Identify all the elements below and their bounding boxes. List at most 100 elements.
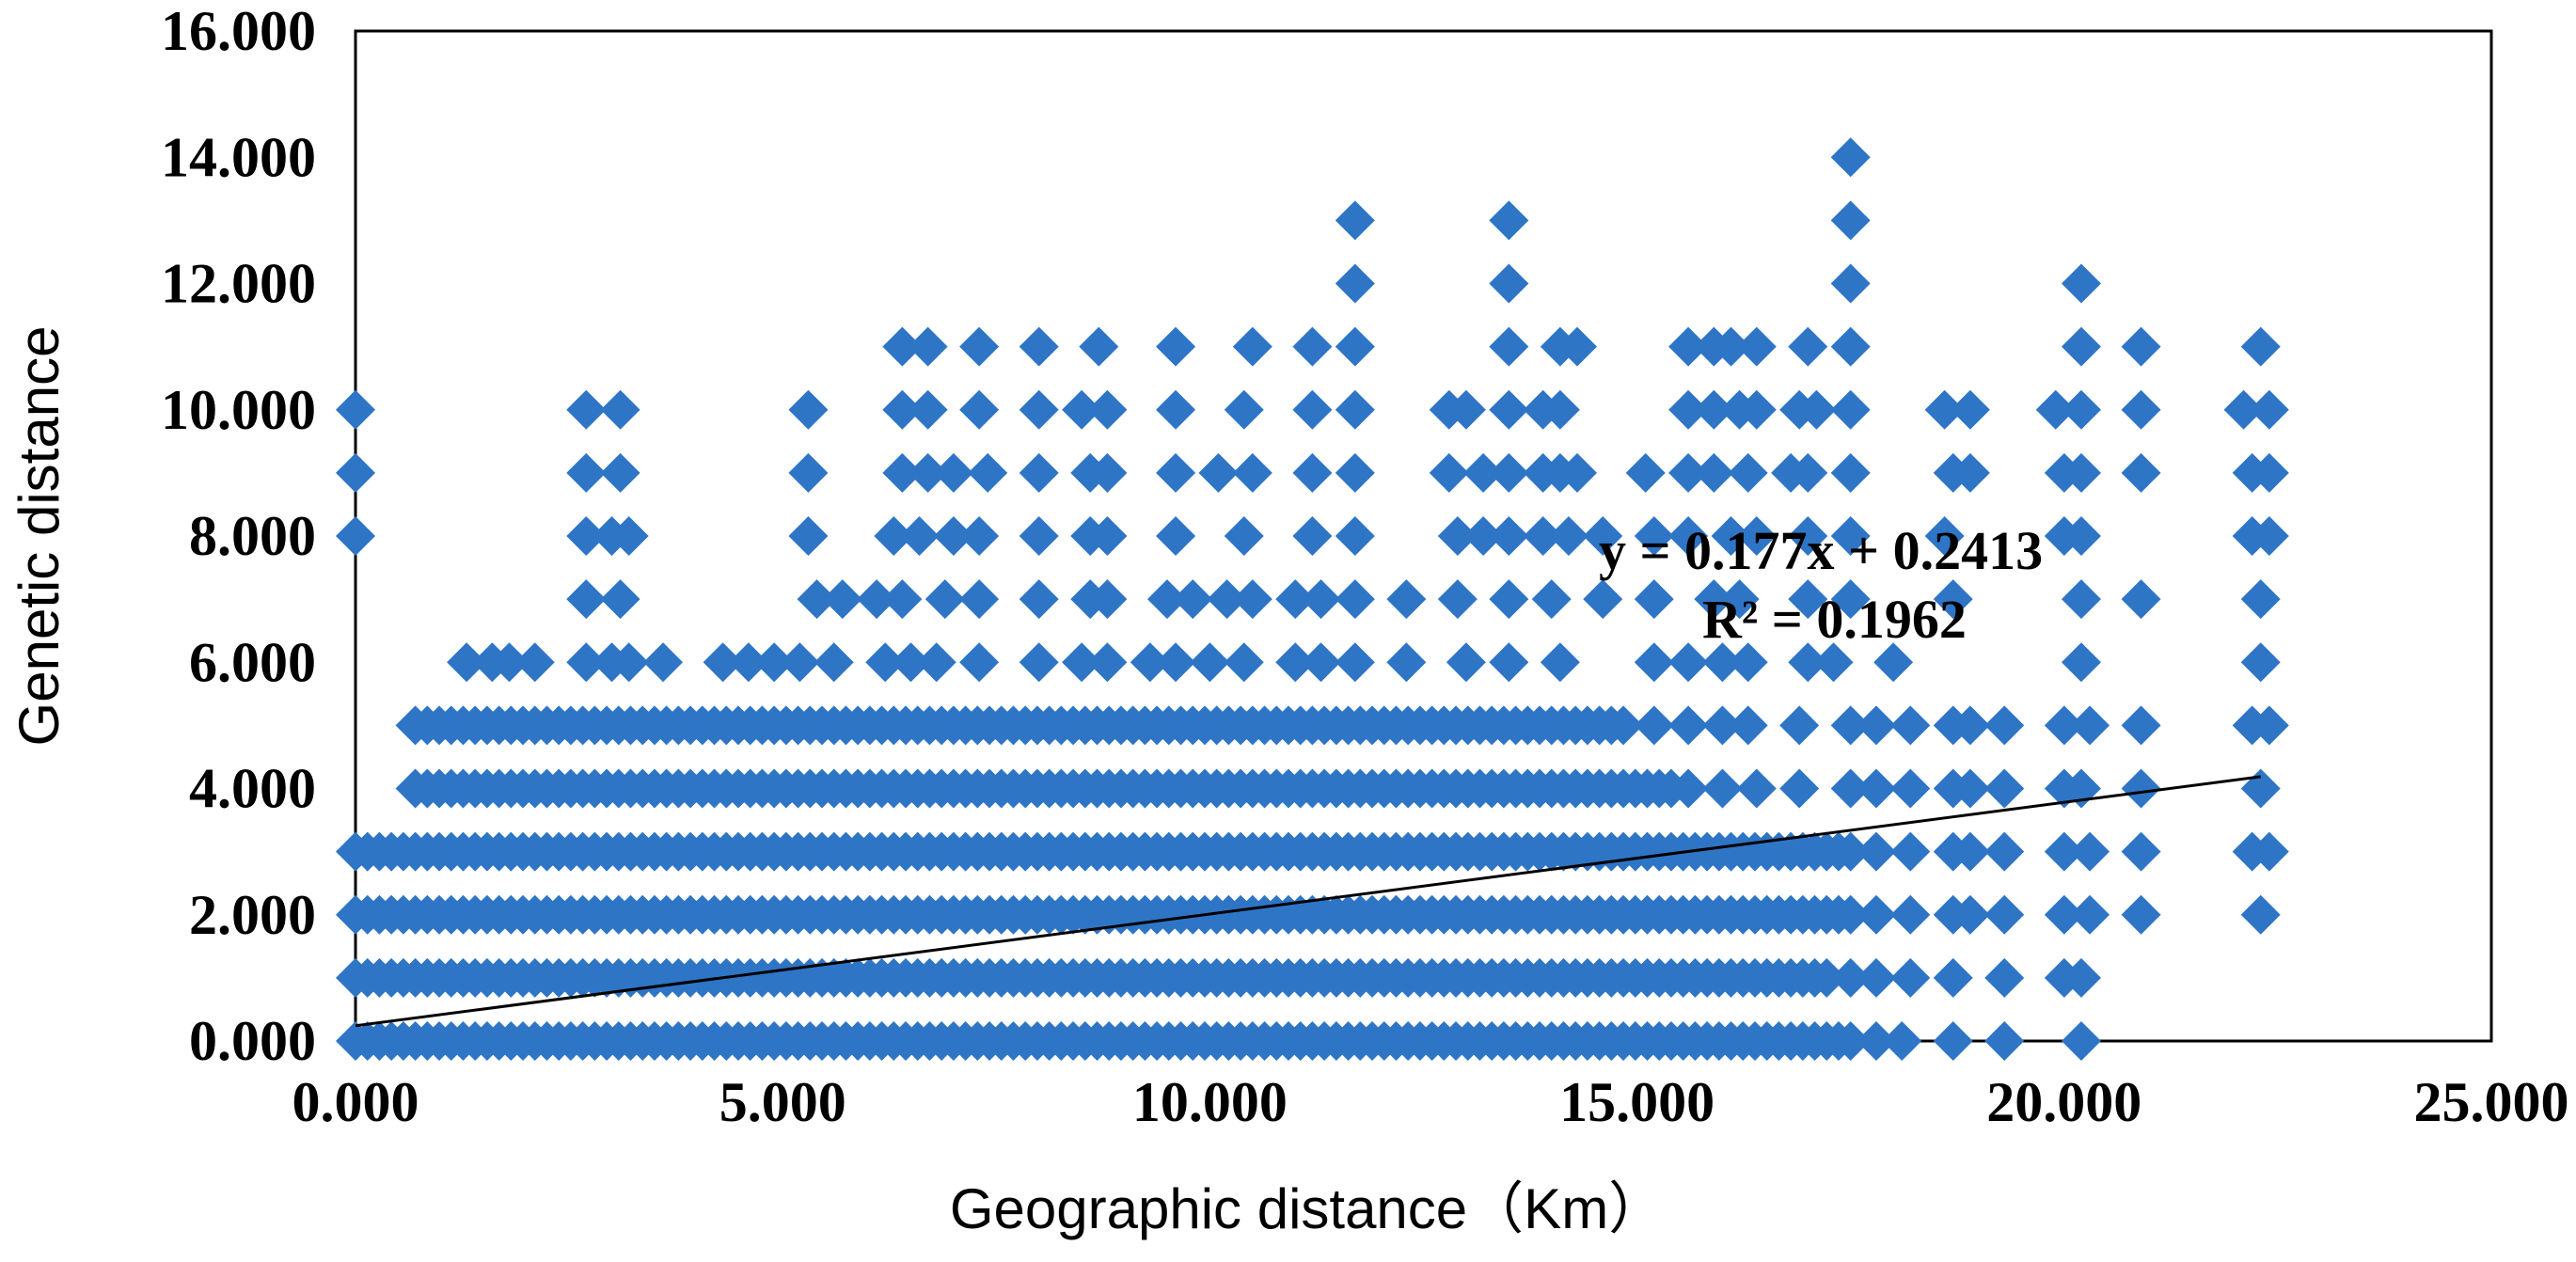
data-point xyxy=(1984,957,2025,998)
data-point xyxy=(728,642,768,683)
data-point xyxy=(1335,579,1375,620)
data-point xyxy=(1335,389,1375,430)
data-point xyxy=(1540,389,1580,430)
data-point xyxy=(2240,642,2281,683)
data-point xyxy=(1224,642,1264,683)
data-point xyxy=(1130,642,1170,683)
y-tick-label: 0.000 xyxy=(189,1010,316,1072)
data-point xyxy=(959,579,1000,620)
data-point xyxy=(908,326,948,367)
data-point xyxy=(1830,579,1871,620)
data-point xyxy=(1146,579,1187,620)
data-point xyxy=(1890,894,1931,935)
data-point xyxy=(2240,894,2281,935)
x-tick-label: 5.000 xyxy=(719,1071,846,1133)
data-point xyxy=(1728,642,1768,683)
data-point xyxy=(754,642,795,683)
data-point xyxy=(1711,516,1751,556)
data-point xyxy=(1062,389,1102,430)
data-point xyxy=(2044,705,2084,746)
data-point xyxy=(1019,642,1059,683)
data-point xyxy=(1292,452,1333,493)
data-point xyxy=(2044,831,2084,872)
data-point xyxy=(1198,452,1239,493)
data-point xyxy=(1702,768,1743,809)
data-point xyxy=(489,642,529,683)
data-point xyxy=(2061,1021,2101,1061)
x-tick-label: 20.000 xyxy=(1986,1071,2141,1133)
data-point xyxy=(1830,263,1871,304)
data-point xyxy=(882,452,923,493)
data-point xyxy=(1813,642,1854,683)
data-point xyxy=(1557,326,1598,367)
y-tick-label: 6.000 xyxy=(189,631,316,693)
data-point xyxy=(1924,516,1965,556)
data-point xyxy=(1788,642,1828,683)
data-point xyxy=(1933,957,1973,998)
data-point xyxy=(1830,768,1871,809)
data-point xyxy=(1156,452,1196,493)
data-point xyxy=(1583,516,1623,556)
data-point xyxy=(1540,642,1580,683)
data-point xyxy=(908,452,948,493)
data-point xyxy=(1634,579,1674,620)
data-point xyxy=(1335,200,1375,241)
data-point xyxy=(336,452,375,493)
data-point xyxy=(1386,642,1427,683)
data-point xyxy=(1830,452,1871,493)
data-point xyxy=(2121,326,2161,367)
data-point xyxy=(336,516,375,556)
trendline-equation: y = 0.177x + 0.2413 xyxy=(1599,520,2043,581)
data-point xyxy=(1604,705,1644,746)
data-point xyxy=(1275,579,1316,620)
data-point xyxy=(1856,894,1896,935)
data-point xyxy=(2240,579,2281,620)
data-point xyxy=(1583,579,1623,620)
data-point xyxy=(447,642,487,683)
data-point xyxy=(1856,957,1896,998)
data-point xyxy=(1830,389,1871,430)
data-point xyxy=(933,452,973,493)
data-point xyxy=(1728,705,1768,746)
data-point xyxy=(1830,326,1871,367)
data-point xyxy=(1668,705,1709,746)
data-point xyxy=(891,642,931,683)
data-point xyxy=(1446,389,1486,430)
data-point xyxy=(788,516,829,556)
data-point xyxy=(2070,894,2110,935)
data-point xyxy=(1548,516,1588,556)
data-point xyxy=(2035,389,2076,430)
data-point xyxy=(2121,768,2161,809)
data-point xyxy=(1019,452,1059,493)
data-point xyxy=(1634,705,1674,746)
data-point xyxy=(1711,326,1751,367)
data-point xyxy=(1736,516,1777,556)
data-point xyxy=(1702,642,1743,683)
data-point xyxy=(1301,642,1341,683)
data-point xyxy=(1984,894,2025,935)
data-point xyxy=(959,516,1000,556)
data-point xyxy=(1807,957,1847,998)
data-point xyxy=(1335,452,1375,493)
data-point xyxy=(882,389,923,430)
data-point xyxy=(1335,326,1375,367)
data-point xyxy=(1232,579,1272,620)
data-point xyxy=(1275,642,1316,683)
data-point xyxy=(2061,452,2101,493)
data-point xyxy=(1668,389,1709,430)
y-tick-label: 12.000 xyxy=(161,253,316,315)
data-point xyxy=(566,389,607,430)
data-points xyxy=(336,137,2289,1061)
data-point xyxy=(2223,389,2264,430)
data-point xyxy=(899,516,940,556)
data-point xyxy=(925,579,965,620)
data-point xyxy=(1463,516,1504,556)
data-point xyxy=(788,389,829,430)
data-point xyxy=(1788,452,1828,493)
data-point xyxy=(1694,389,1734,430)
data-point xyxy=(1292,516,1333,556)
data-point xyxy=(2070,705,2110,746)
data-point xyxy=(2070,831,2110,872)
data-point xyxy=(1950,705,1990,746)
data-point xyxy=(600,389,640,430)
